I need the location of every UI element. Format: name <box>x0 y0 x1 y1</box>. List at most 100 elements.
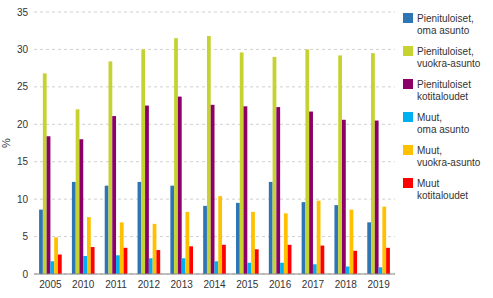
legend-label: Pienituloisetkotitaloudet <box>417 79 471 102</box>
bars <box>39 36 390 274</box>
bar <box>124 248 128 274</box>
x-tick-label: 2012 <box>138 279 161 290</box>
bar <box>309 112 313 274</box>
x-axis-line <box>34 274 395 275</box>
bar <box>273 57 277 274</box>
bar <box>54 237 58 274</box>
bar <box>185 212 189 274</box>
y-tick-label: 35 <box>17 7 29 18</box>
bar <box>222 245 226 274</box>
legend-label: Muut,vuokra-asunto <box>417 145 481 168</box>
x-tick-label: 2014 <box>203 279 226 290</box>
y-tick-label: 20 <box>17 119 29 130</box>
bar <box>215 261 219 274</box>
bar <box>108 61 112 274</box>
x-tick-label: 2010 <box>72 279 95 290</box>
bar <box>371 53 375 274</box>
bar <box>170 186 174 274</box>
bar <box>251 212 255 274</box>
bar <box>244 106 248 274</box>
bar <box>379 267 383 274</box>
bar <box>105 186 109 274</box>
legend-swatch <box>403 13 413 23</box>
legend-label: Pienituloiset,vuokra-asunto <box>417 46 481 69</box>
bar <box>350 210 354 274</box>
x-tick-label: 2015 <box>236 279 259 290</box>
bar <box>174 38 178 274</box>
bar <box>346 267 350 274</box>
bar <box>207 36 211 274</box>
y-tick-label: 25 <box>17 81 29 92</box>
bar <box>189 246 193 274</box>
grid-line <box>34 49 395 50</box>
bar <box>269 182 273 274</box>
legend-swatch <box>403 79 413 89</box>
bar <box>288 245 292 274</box>
bar <box>76 109 80 274</box>
x-tick-label: 2013 <box>171 279 194 290</box>
x-tick-label: 2011 <box>105 279 127 290</box>
grid <box>34 12 395 274</box>
bar <box>112 116 116 274</box>
legend-swatch <box>403 178 413 188</box>
bar <box>317 201 321 274</box>
x-tick-label: 2005 <box>39 279 62 290</box>
x-tick-label: 2019 <box>367 279 390 290</box>
bar <box>305 49 309 274</box>
legend: Pienituloiset,oma asunto Pienituloiset,vu… <box>403 13 481 201</box>
legend-swatch <box>403 112 413 122</box>
legend-label: Muutkotitaloudet <box>417 178 468 201</box>
bar <box>120 222 124 274</box>
bar <box>116 255 120 274</box>
bar <box>72 182 76 274</box>
legend-label: Muut,oma asunto <box>417 112 470 135</box>
y-tick-label: 15 <box>17 156 29 167</box>
bar <box>182 258 186 274</box>
bar <box>211 105 215 274</box>
legend-swatch <box>403 46 413 56</box>
bar <box>178 97 182 274</box>
x-tick-label: 2018 <box>335 279 358 290</box>
bar <box>138 182 142 274</box>
bar <box>382 207 386 274</box>
legend-swatch <box>403 145 413 155</box>
bar <box>141 49 145 274</box>
bar <box>284 213 288 274</box>
bar <box>145 106 149 274</box>
bar <box>255 249 259 274</box>
y-tick-label: 10 <box>17 194 29 205</box>
bar <box>247 263 251 274</box>
bar <box>50 261 54 274</box>
bar <box>79 139 83 274</box>
bar <box>236 203 240 274</box>
bar <box>342 120 346 274</box>
bar <box>153 224 157 274</box>
bar <box>276 107 280 274</box>
bar <box>203 206 207 274</box>
bar <box>313 264 317 274</box>
bar <box>321 246 325 274</box>
bar <box>280 263 284 274</box>
y-tick-label: 5 <box>22 231 28 242</box>
bar <box>58 255 62 274</box>
bar <box>43 73 47 274</box>
bar <box>338 55 342 274</box>
bar <box>240 52 244 274</box>
bar <box>149 258 153 274</box>
chart: 0 5 10 15 20 25 30 35% 2005 2010 2011 2012 2013 2014 2… <box>0 0 493 298</box>
y-axis-label: % <box>0 138 12 148</box>
bar <box>39 210 43 274</box>
bar <box>334 205 338 274</box>
bar <box>156 250 160 274</box>
bar <box>218 196 222 274</box>
y-tick-label: 30 <box>17 44 29 55</box>
bar <box>302 202 306 274</box>
legend-label: Pienituloiset,oma asunto <box>417 13 474 36</box>
y-tick-label: 0 <box>22 269 28 280</box>
bar <box>83 256 87 274</box>
bar <box>47 136 51 274</box>
grid-line <box>34 274 395 275</box>
bar <box>386 248 390 274</box>
bar <box>353 251 357 274</box>
bar <box>91 247 95 274</box>
